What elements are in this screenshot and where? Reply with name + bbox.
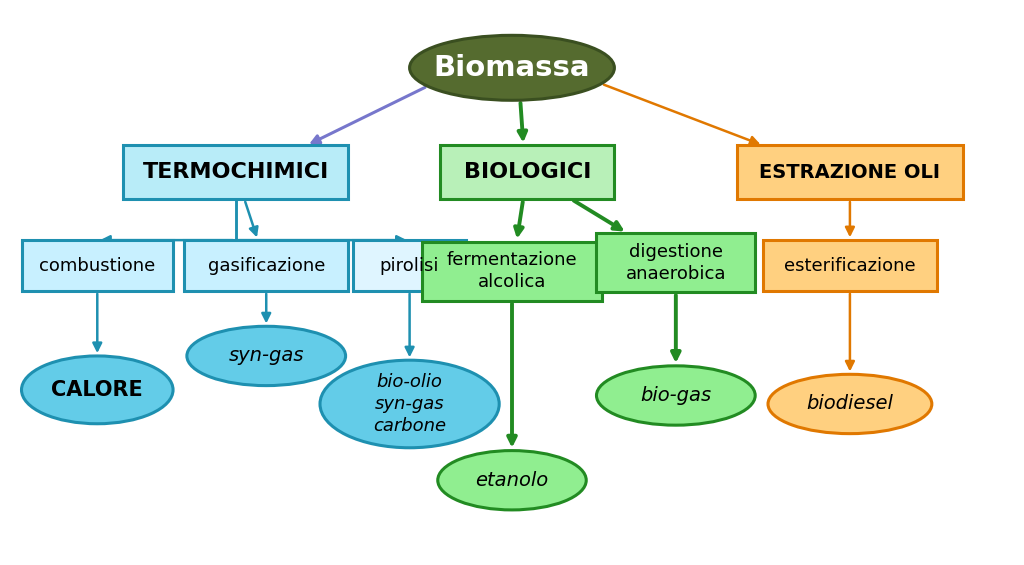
FancyBboxPatch shape (763, 240, 937, 291)
Text: bio-gas: bio-gas (640, 386, 712, 405)
Text: TERMOCHIMICI: TERMOCHIMICI (142, 162, 329, 182)
Text: fermentazione
alcolica: fermentazione alcolica (446, 251, 578, 292)
Ellipse shape (596, 366, 756, 425)
Text: bio-olio
syn-gas
carbone: bio-olio syn-gas carbone (373, 373, 446, 435)
Text: BIOLOGICI: BIOLOGICI (464, 162, 591, 182)
Text: esterificazione: esterificazione (784, 257, 915, 275)
Text: Biomassa: Biomassa (434, 54, 590, 82)
FancyBboxPatch shape (123, 146, 348, 199)
Ellipse shape (410, 35, 614, 101)
Ellipse shape (22, 356, 173, 424)
Ellipse shape (438, 451, 586, 510)
Text: combustione: combustione (39, 257, 156, 275)
Ellipse shape (319, 360, 500, 447)
FancyBboxPatch shape (353, 240, 466, 291)
Text: ESTRAZIONE OLI: ESTRAZIONE OLI (760, 163, 940, 182)
FancyBboxPatch shape (737, 146, 963, 199)
Text: biodiesel: biodiesel (807, 394, 893, 414)
FancyBboxPatch shape (184, 240, 348, 291)
Text: gasificazione: gasificazione (208, 257, 325, 275)
Ellipse shape (186, 327, 346, 385)
Text: digestione
anaerobica: digestione anaerobica (626, 242, 726, 283)
FancyBboxPatch shape (440, 146, 614, 199)
Text: syn-gas: syn-gas (228, 346, 304, 366)
Text: pirolisi: pirolisi (380, 257, 439, 275)
FancyBboxPatch shape (22, 240, 173, 291)
Ellipse shape (768, 375, 932, 434)
Text: CALORE: CALORE (51, 380, 143, 400)
FancyBboxPatch shape (422, 242, 601, 301)
Text: etanolo: etanolo (475, 471, 549, 490)
FancyBboxPatch shape (596, 233, 756, 293)
